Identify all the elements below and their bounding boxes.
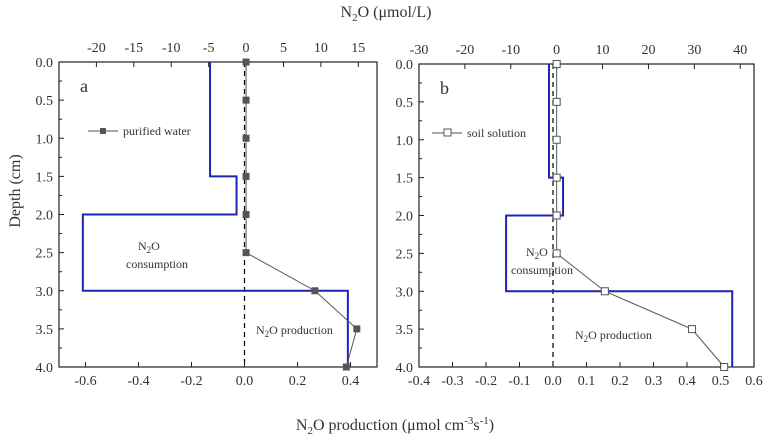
panel-b-bottom-tick-label: 0.1 [578, 374, 596, 389]
panel-b-top-tick-label: -20 [456, 43, 475, 58]
panel-b-bottom-tick-label: -0.3 [441, 374, 463, 389]
panel-b: b soil solution N2O consumption N2O prod… [396, 43, 763, 389]
panel-a: a purified water N2O consumption N2O pro… [36, 41, 378, 389]
panel-b-bottom-tick-label: 0.3 [645, 374, 663, 389]
panel-b-concentration-point [552, 249, 561, 258]
panel-a-bottom-tick-label: -0.4 [127, 374, 149, 389]
panel-a-ytick-label: 4.0 [36, 361, 54, 376]
panel-b-ytick-label: 2.0 [396, 210, 414, 225]
panel-a-production-profile [81, 62, 349, 367]
panel-b-legend: soil solution [432, 126, 526, 140]
panel-a-ytick-label: 3.0 [36, 285, 54, 300]
panel-b-concentration-point [552, 60, 561, 68]
panel-b-bottom-tick-label: -0.4 [408, 374, 430, 389]
panel-a-concentration-point [242, 96, 250, 104]
panel-b-ytick-label: 4.0 [396, 361, 414, 376]
panel-b-production-profile [505, 64, 734, 367]
panel-a-bottom-tick-label: 0.2 [289, 374, 307, 389]
panel-a-top-tick-label: 15 [351, 41, 365, 56]
panel-a-concentration-point [353, 325, 361, 333]
panel-b-consumption-label: N2O consumption [511, 245, 573, 277]
panel-a-bottom-tick-label: 0.4 [342, 374, 360, 389]
panel-b-concentration-point [600, 287, 609, 296]
panel-b-top-tick-label: -10 [501, 43, 520, 58]
panel-a-top-tick-label: 5 [280, 41, 287, 56]
panel-a-ytick-label: 0.5 [36, 94, 54, 109]
panel-b-bottom-tick-label: 0.5 [712, 374, 730, 389]
panel-b-concentration-point [688, 325, 697, 334]
panel-b-concentration-point [552, 173, 561, 182]
panel-b-ytick-label: 0.0 [396, 58, 414, 73]
panel-b-ytick-label: 1.5 [396, 172, 414, 187]
panel-b-top-tick-label: 30 [687, 43, 701, 58]
panel-b-concentration-point [720, 363, 729, 371]
panel-b-top-tick-label: -30 [410, 43, 429, 58]
panel-b-ytick-label: 3.0 [396, 285, 414, 300]
panel-a-concentration-point [342, 363, 350, 371]
panel-b-concentration-point [552, 135, 561, 144]
panel-a-concentration-point [242, 172, 250, 180]
panel-b-ytick-label: 2.5 [396, 247, 414, 262]
panel-b-concentration-line [556, 64, 725, 368]
panel-b-bottom-tick-label: 0.0 [544, 374, 562, 389]
panel-b-bottom-tick-label: 0.4 [678, 374, 696, 389]
panel-a-concentration-point [242, 134, 250, 142]
panel-a-ytick-label: 2.5 [36, 247, 54, 262]
panel-b-concentration-point [552, 97, 561, 106]
panel-b-bottom-tick-label: 0.2 [611, 374, 629, 389]
panel-a-legend: purified water [88, 124, 191, 138]
panel-a-letter: a [80, 76, 88, 96]
panel-a-bottom-tick-label: -0.6 [74, 374, 96, 389]
panel-a-top-tick-label: -10 [162, 41, 181, 56]
legend-label-purified-water: purified water [123, 124, 191, 138]
panel-a-bottom-tick-label: -0.2 [180, 374, 202, 389]
panel-a-concentration-line [245, 62, 358, 368]
panel-b-ytick-label: 3.5 [396, 323, 414, 338]
panel-a-ytick-label: 2.0 [36, 209, 54, 224]
panel-b-production-label: N2O production [575, 328, 652, 344]
panel-a-ytick-label: 1.5 [36, 170, 54, 185]
panel-a-concentration-point [242, 211, 250, 218]
panel-b-bottom-tick-label: -0.1 [508, 374, 530, 389]
panel-a-ytick-label: 1.0 [36, 132, 54, 147]
panel-b-top-tick-label: 20 [641, 43, 655, 58]
panel-a-top-tick-label: 0 [243, 41, 250, 56]
panel-a-concentration-point [242, 249, 250, 257]
panel-a-top-tick-label: -20 [87, 41, 106, 56]
panel-b-ytick-label: 0.5 [396, 96, 414, 111]
depth-axis-title: Depth (cm) [7, 154, 24, 227]
top-axis-title: N2O (μmol/L) [341, 4, 432, 24]
panel-a-concentration-point [311, 287, 319, 295]
panel-b-frame [418, 63, 755, 368]
panel-a-ytick-label: 0.0 [36, 56, 54, 71]
panel-a-top-tick-label: 10 [314, 41, 328, 56]
panel-b-top-tick-label: 0 [553, 43, 560, 58]
panel-b-top-tick-label: 10 [596, 43, 610, 58]
panel-a-concentration-point [242, 58, 250, 66]
panel-b-letter: b [440, 78, 449, 98]
legend-label-soil-solution: soil solution [467, 126, 526, 140]
panel-b-concentration-point [552, 211, 561, 220]
panel-a-production-label: N2O production [256, 323, 333, 339]
panel-a-bottom-tick-label: 0.0 [236, 374, 254, 389]
panel-b-ytick-label: 1.0 [396, 134, 414, 149]
panel-b-top-tick-label: 40 [733, 43, 747, 58]
legend-marker-soil-solution [443, 128, 452, 137]
legend-marker-purified-water [100, 128, 106, 134]
panel-a-consumption-label: N2O consumption [126, 239, 188, 271]
panel-a-top-tick-label: -15 [124, 41, 143, 56]
panel-b-bottom-tick-label: -0.2 [475, 374, 497, 389]
bottom-axis-title: N2O production (μmol cm-3s-1) [296, 415, 494, 437]
panel-a-ytick-label: 3.5 [36, 323, 54, 338]
panel-b-bottom-tick-label: 0.6 [745, 374, 763, 389]
panel-a-top-tick-label: -5 [203, 41, 215, 56]
